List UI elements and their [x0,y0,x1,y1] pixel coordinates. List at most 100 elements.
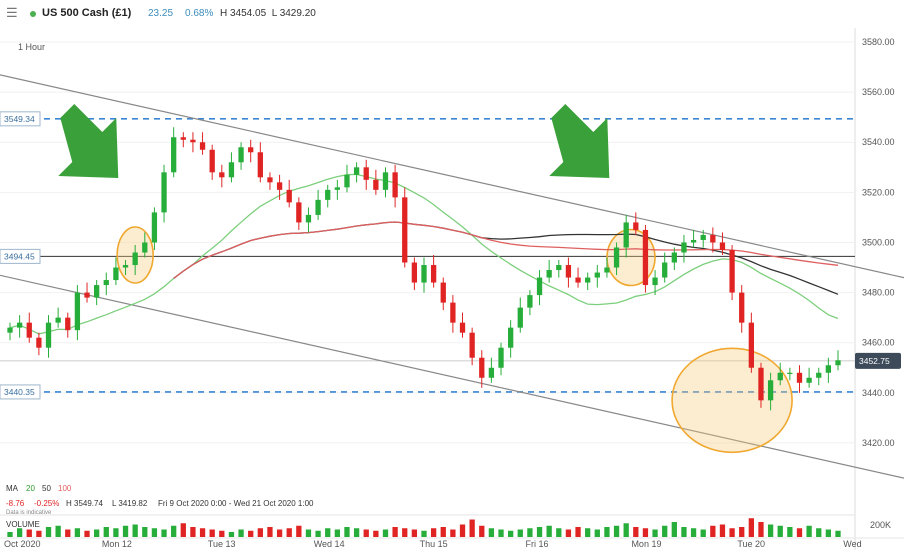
candle-body [74,292,81,331]
volume-bar [469,519,475,537]
candle-body [248,147,254,153]
candle-body [623,222,629,248]
x-tick-label: Mon 12 [102,539,132,549]
price-tags: 3549.34 3494.45 3440.35 3452.75 [0,111,901,400]
volume-bar [228,532,235,537]
info-change-pct: -0.25% [34,499,59,508]
candle-body [334,187,340,190]
volume-bar [122,525,129,537]
volume-bar [103,527,109,537]
volume-bar [613,525,620,537]
volume-bars [7,518,841,537]
candle-body [479,357,485,378]
candle-body [430,265,437,283]
highlight-circle [671,347,793,454]
candle-body [180,137,186,140]
candle-body [450,302,456,323]
trendlines [0,74,904,479]
y-tick-label: 3520.00 [862,187,895,197]
volume-bar [171,525,177,537]
candle-body [411,262,418,283]
candle-body [575,277,581,283]
price-change-percent: 0.68% [185,8,214,19]
volume-bar [700,529,706,537]
candle-body [296,202,302,223]
volume-bar [219,530,225,537]
info-low: L 3419.82 [112,499,148,508]
volume-bar [113,528,119,537]
candle-body [556,265,562,271]
volume-bar [488,528,495,537]
moving-averages [9,173,839,335]
candle-body [527,295,533,308]
candle-body [402,197,408,263]
candle-body [325,189,331,200]
timeframe-label: 1 Hour [18,42,45,52]
candle-body [758,367,764,401]
volume-bar [190,527,196,537]
info-range: Fri 9 Oct 2020 0:00 - Wed 21 Oct 2020 1:… [158,499,314,508]
candle-body [305,214,312,223]
volume-bar [353,528,360,537]
candle-body [55,317,61,323]
ma-legend-label: MA [6,484,19,493]
volume-bar [719,524,726,537]
candle-body [36,337,42,348]
candle-body [565,265,572,278]
mid-level-tag-text: 3494.45 [4,251,35,261]
x-tick-label: Tue 20 [737,539,765,549]
lower-level-tag-box [0,384,41,400]
volume-bar [430,528,437,537]
candle-body [739,292,745,323]
candle-body [190,139,196,143]
volume-bar [45,527,52,537]
volume-bar [276,529,283,537]
volume-bar [623,523,629,537]
candle-body [816,372,822,378]
candle-body [142,242,148,253]
hamburger-menu-icon[interactable]: ☰ [6,5,18,20]
candle-body [671,252,677,263]
volume-bar [556,528,562,537]
candle-body [84,292,90,298]
candle-body [806,377,812,383]
volume-bar [392,527,398,537]
volume-bar [411,529,418,537]
x-tick-label: Wed [843,539,861,549]
candle-body [199,142,206,150]
candles [7,127,841,411]
volume-bar [739,527,745,537]
candle-body [382,172,389,190]
volume-bar [180,523,186,537]
candle-body [536,277,543,296]
volume-bar [546,525,552,537]
volume-bar [296,525,302,537]
candle-body [353,167,360,175]
candle-body [132,252,138,266]
candle-body [344,174,350,188]
candle-body [777,372,783,381]
volume-bar [402,528,408,537]
candle-body [662,262,668,278]
instrument-name[interactable]: US 500 Cash (£1) [42,7,132,19]
volume-bar [382,529,389,537]
candle-body [421,265,427,283]
volume-bar [806,525,812,537]
candle-body [209,149,215,173]
high-low-values: H 3454.05 L 3429.20 [220,8,316,19]
candle-body [690,239,697,243]
y-tick-label: 3460.00 [862,338,895,348]
candle-body [7,327,13,333]
volume-bar [681,527,687,537]
candle-body [604,267,610,273]
candle-body [363,167,369,180]
mid-level-tag-box [0,248,41,264]
current-price-tag-text: 3452.75 [859,356,890,366]
volume-bar [652,529,658,537]
candle-body [546,270,552,278]
volume-bar [498,529,504,537]
candle-body [767,380,774,401]
volume-bar [421,530,427,537]
candle-body [652,277,658,286]
